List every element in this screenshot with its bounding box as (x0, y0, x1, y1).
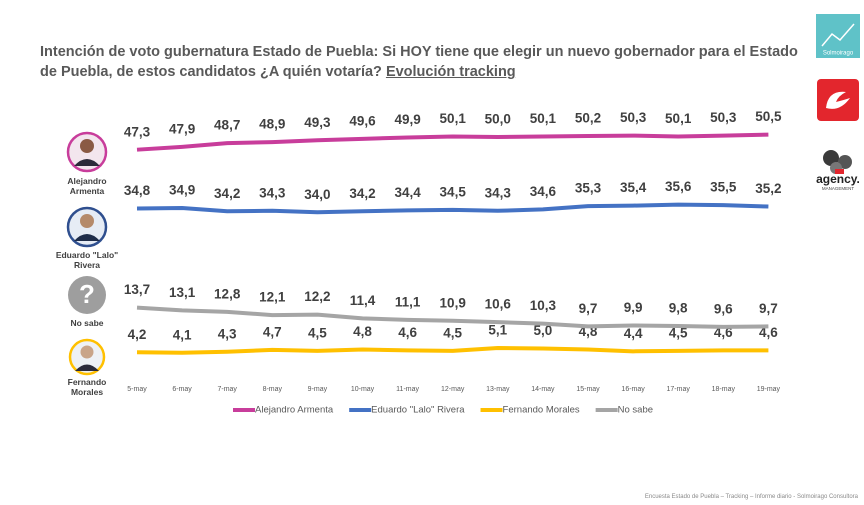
data-label: 47,9 (169, 121, 195, 136)
logo-agency: agency. MANAGEMENT (816, 150, 860, 191)
series-line (137, 348, 768, 353)
data-label: 50,5 (755, 109, 782, 124)
data-label: 12,1 (259, 290, 286, 305)
data-label: 34,4 (394, 185, 421, 200)
avatar (68, 133, 106, 171)
data-label: 34,2 (214, 186, 240, 201)
data-label: 35,5 (710, 180, 737, 195)
x-tick-label: 12-may (441, 386, 465, 393)
x-tick-label: 8-may (263, 386, 283, 393)
candidate-label: Alejandro Armenta (52, 176, 122, 196)
logo-red (817, 79, 859, 121)
footer: Encuesta Estado de Puebla – Tracking – I… (645, 494, 858, 500)
data-label: 34,3 (259, 185, 286, 200)
logo-text: Solmoirago (823, 51, 854, 57)
data-label: 47,3 (124, 124, 151, 139)
data-label: 34,8 (124, 183, 151, 198)
data-label: 9,8 (669, 301, 688, 316)
data-label: 50,3 (710, 110, 737, 125)
data-label: 4,5 (443, 325, 462, 340)
x-tick-label: 5-may (127, 386, 147, 393)
data-label: 4,8 (353, 324, 372, 339)
data-label: 10,9 (440, 295, 466, 310)
x-tick-label: 14-may (531, 386, 555, 393)
data-label: 12,2 (304, 289, 330, 304)
data-label: 49,6 (349, 113, 376, 128)
data-label: 34,3 (485, 185, 512, 200)
x-tick-label: 7-may (217, 386, 237, 393)
data-label: 4,4 (624, 326, 643, 341)
data-label: 35,2 (755, 181, 781, 196)
x-tick-label: 18-may (712, 386, 736, 393)
data-label: 11,4 (350, 293, 376, 308)
x-tick-label: 9-may (308, 386, 328, 393)
avatar (70, 340, 104, 374)
candidate-label: Fernando Morales (52, 377, 122, 397)
title-link: Evolución tracking (386, 64, 516, 80)
x-tick-label: 6-may (172, 386, 192, 393)
candidate-label: No sabe (52, 318, 122, 328)
data-label: 50,1 (530, 111, 557, 126)
data-label: 4,5 (308, 325, 327, 340)
data-label: 34,2 (349, 186, 375, 201)
data-label: 35,4 (620, 180, 647, 195)
legend-label: Fernando Morales (503, 405, 580, 416)
data-label: 9,7 (759, 301, 778, 316)
logo-solmoirago: Solmoirago (816, 14, 860, 58)
page: ? Solmoirago agency. MANAGEMENT 5-may 6-m… (0, 0, 864, 505)
x-tick-label: 16-may (621, 386, 645, 393)
data-label: 35,3 (575, 181, 602, 196)
x-tick-label: 13-may (486, 386, 510, 393)
chart-title: Intención de voto gubernatura Estado de … (40, 42, 810, 82)
data-label: 12,8 (214, 286, 241, 301)
avatar: ? (68, 276, 106, 314)
series-line (137, 135, 768, 150)
data-label: 50,2 (575, 111, 601, 126)
data-label: 13,1 (169, 285, 196, 300)
data-label: 34,0 (304, 187, 330, 202)
x-tick-label: 19-may (757, 386, 781, 393)
data-label: 10,6 (485, 297, 512, 312)
logo-text: MANAGEMENT (822, 186, 855, 191)
data-label: 5,1 (488, 323, 507, 338)
legend-label: No sabe (618, 405, 653, 416)
data-label: 50,3 (620, 110, 647, 125)
data-label: 34,9 (169, 183, 195, 198)
data-label: 48,7 (214, 118, 240, 133)
x-tick-label: 10-may (351, 386, 375, 393)
data-label: 50,0 (485, 112, 511, 127)
data-label: 4,2 (128, 327, 147, 342)
data-label: 13,7 (124, 282, 150, 297)
x-tick-label: 11-may (396, 386, 419, 393)
data-label: 4,6 (398, 325, 417, 340)
data-label: 34,5 (440, 184, 467, 199)
data-label: 50,1 (440, 111, 467, 126)
data-label: 4,1 (173, 327, 192, 342)
question-icon: ? (79, 279, 95, 309)
data-label: 11,1 (395, 294, 421, 309)
candidate-label: Eduardo "Lalo" Rivera (52, 250, 122, 270)
data-label: 10,3 (530, 298, 557, 313)
legend-label: Eduardo "Lalo" Rivera (371, 405, 465, 416)
data-label: 49,3 (304, 115, 331, 130)
legend-label: Alejandro Armenta (255, 405, 334, 416)
data-label: 49,9 (394, 112, 420, 127)
data-label: 9,9 (624, 300, 643, 315)
data-label: 4,3 (218, 326, 237, 341)
data-label: 50,1 (665, 111, 692, 126)
data-label: 9,6 (714, 301, 733, 316)
data-label: 4,7 (263, 324, 282, 339)
x-tick-label: 17-may (667, 386, 691, 393)
logo-text: agency. (816, 172, 860, 186)
x-tick-label: 15-may (576, 386, 600, 393)
data-label: 34,6 (530, 184, 557, 199)
data-label: 35,6 (665, 179, 692, 194)
series-line (137, 205, 768, 213)
avatar (68, 208, 106, 246)
data-label: 48,9 (259, 117, 285, 132)
data-label: 9,7 (579, 301, 598, 316)
